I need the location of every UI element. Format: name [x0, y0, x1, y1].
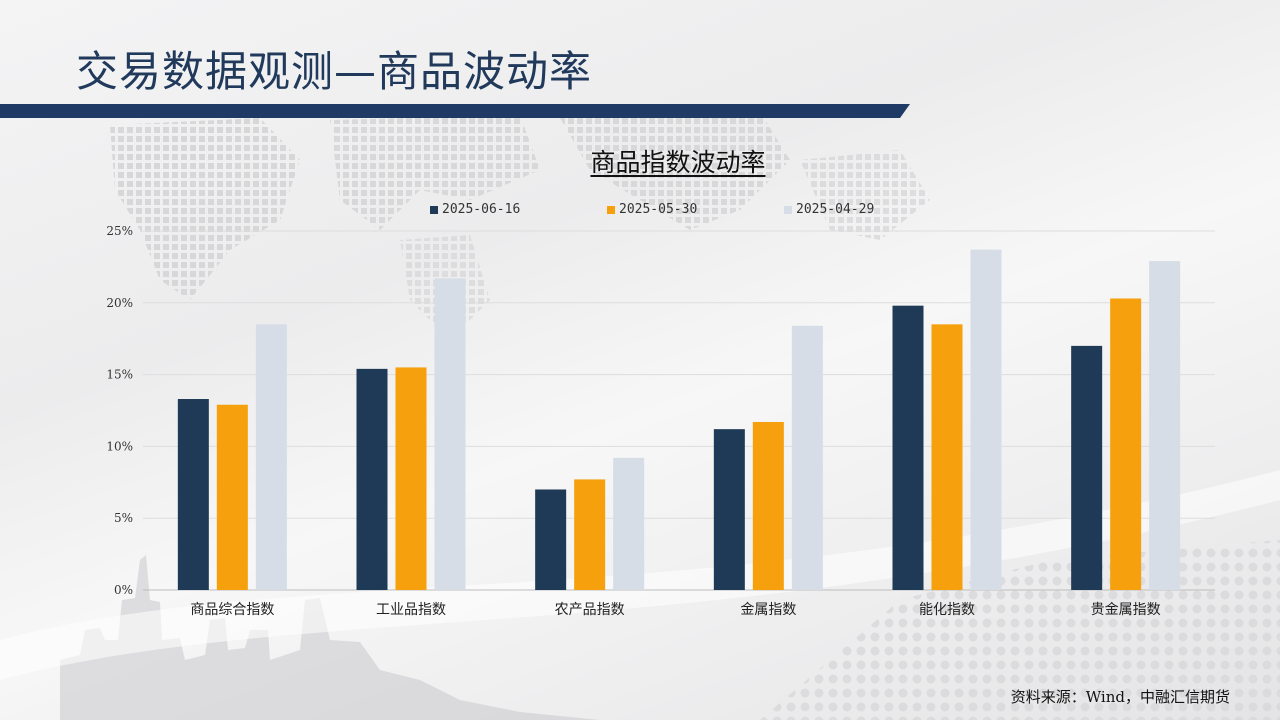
x-tick-label: 能化指数 [919, 602, 975, 618]
bar-1 [177, 399, 209, 590]
y-tick-label: 0% [114, 583, 133, 597]
bar-2 [1110, 298, 1142, 590]
legend-item-series-2: 2025-05-30 [607, 202, 697, 217]
x-tick-label: 金属指数 [740, 602, 796, 618]
bar-2 [395, 367, 427, 590]
bar-1 [1071, 345, 1103, 590]
bar-2 [931, 324, 963, 590]
bar-2 [216, 404, 248, 590]
bar-1 [713, 429, 745, 590]
y-tick-label: 10% [106, 439, 133, 453]
bar-1 [892, 305, 924, 590]
legend-swatch-series-1 [430, 205, 438, 214]
chart-legend: 2025-06-16 2025-05-30 2025-04-29 [0, 202, 1280, 222]
legend-label-series-1: 2025-06-16 [442, 202, 521, 217]
title-underline-bar [0, 104, 910, 118]
bar-1 [535, 489, 567, 590]
legend-item-series-1: 2025-06-16 [430, 202, 520, 217]
x-tick-label: 贵金属指数 [1091, 602, 1161, 618]
y-tick-label: 15% [106, 368, 133, 382]
bar-3 [1149, 261, 1181, 590]
x-tick-label: 商品综合指数 [190, 602, 274, 618]
y-tick-label: 5% [114, 511, 133, 525]
bar-1 [356, 368, 388, 590]
legend-swatch-series-3 [784, 205, 792, 214]
y-tick-label: 25% [106, 224, 133, 238]
bar-3 [791, 325, 823, 590]
slide-title: 交易数据观测—商品波动率 [76, 47, 593, 96]
legend-label-series-2: 2025-05-30 [619, 202, 698, 217]
bar-3 [434, 278, 466, 590]
x-tick-label: 农产品指数 [555, 602, 625, 618]
bar-3 [613, 457, 645, 590]
legend-item-series-3: 2025-04-29 [784, 202, 874, 217]
bar-3 [255, 324, 287, 590]
bar-2 [574, 479, 606, 590]
legend-swatch-series-2 [607, 205, 615, 214]
chart-title: 商品指数波动率 [590, 148, 766, 177]
x-tick-label: 工业品指数 [376, 602, 446, 618]
source-note: 资料来源：Wind，中融汇信期货 [1010, 688, 1230, 706]
legend-label-series-3: 2025-04-29 [796, 202, 875, 217]
bar-3 [970, 249, 1002, 590]
y-tick-label: 20% [106, 296, 133, 310]
bar-2 [752, 421, 784, 590]
